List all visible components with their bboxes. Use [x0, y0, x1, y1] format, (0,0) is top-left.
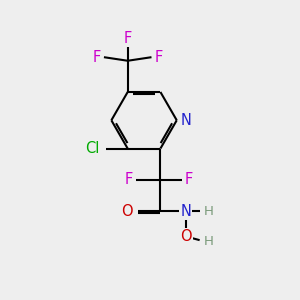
Text: F: F	[125, 172, 133, 187]
Text: N: N	[180, 203, 191, 218]
Text: N: N	[180, 113, 191, 128]
Text: H: H	[203, 235, 213, 248]
Text: F: F	[93, 50, 101, 65]
Text: Cl: Cl	[85, 141, 100, 156]
Text: F: F	[185, 172, 193, 187]
Text: H: H	[203, 205, 213, 218]
Text: F: F	[124, 31, 132, 46]
Text: F: F	[154, 50, 163, 65]
Text: O: O	[180, 229, 191, 244]
Text: O: O	[121, 203, 133, 218]
